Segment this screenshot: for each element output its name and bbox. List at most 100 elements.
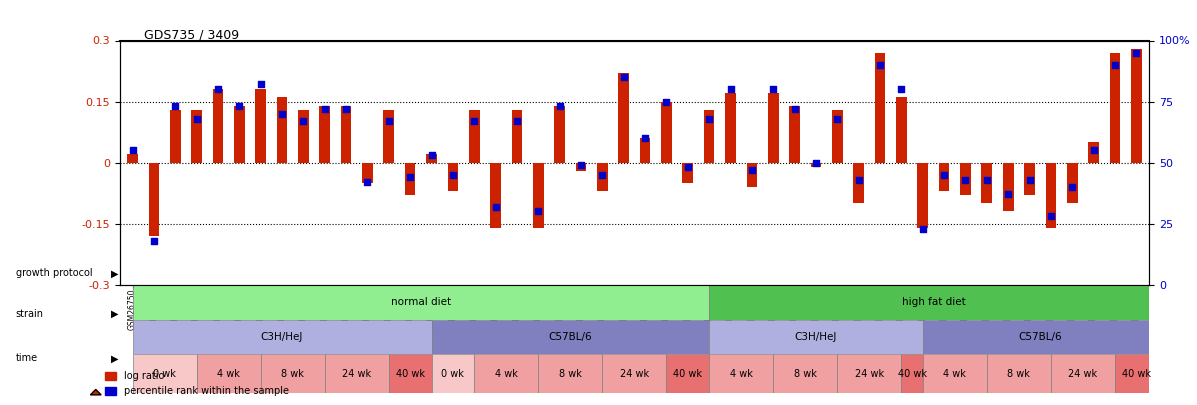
Text: C3H/HeJ: C3H/HeJ: [795, 332, 837, 342]
Bar: [196, 354, 261, 393]
Bar: [619, 73, 630, 162]
Text: 40 wk: 40 wk: [898, 369, 926, 379]
Bar: [897, 98, 906, 162]
Point: [123, 147, 142, 153]
Text: 24 wk: 24 wk: [855, 369, 883, 379]
Point: [913, 225, 932, 232]
Bar: [1110, 53, 1120, 162]
Bar: [725, 94, 736, 162]
Text: 24 wk: 24 wk: [1069, 369, 1098, 379]
Bar: [389, 354, 431, 393]
Text: 8 wk: 8 wk: [559, 369, 582, 379]
Bar: [341, 106, 352, 162]
Bar: [277, 98, 287, 162]
Point: [273, 111, 292, 117]
Point: [977, 177, 996, 183]
Bar: [298, 110, 309, 162]
Point: [1020, 177, 1039, 183]
Bar: [768, 94, 778, 162]
Point: [699, 115, 718, 122]
Point: [358, 179, 377, 185]
Bar: [431, 320, 709, 354]
Bar: [709, 285, 1157, 320]
Bar: [469, 110, 480, 162]
Text: 4 wk: 4 wk: [217, 369, 241, 379]
Bar: [127, 154, 138, 162]
Point: [486, 203, 505, 210]
Bar: [233, 106, 244, 162]
Point: [1126, 49, 1146, 56]
Bar: [938, 162, 949, 191]
Point: [230, 103, 249, 110]
Point: [636, 135, 655, 141]
Bar: [261, 354, 324, 393]
Point: [593, 172, 612, 178]
Bar: [986, 354, 1051, 393]
Bar: [320, 106, 330, 162]
Bar: [213, 90, 224, 162]
Text: 40 wk: 40 wk: [673, 369, 703, 379]
Point: [165, 103, 184, 110]
Bar: [1025, 162, 1035, 195]
Text: 8 wk: 8 wk: [794, 369, 816, 379]
Text: ▶: ▶: [111, 309, 119, 319]
Bar: [491, 162, 500, 228]
Bar: [853, 162, 864, 203]
Bar: [192, 110, 202, 162]
Point: [614, 74, 633, 80]
Bar: [511, 110, 522, 162]
Bar: [533, 162, 543, 228]
Bar: [602, 354, 667, 393]
Bar: [597, 162, 608, 191]
Bar: [682, 162, 693, 183]
Legend: log ratio, percentile rank within the sample: log ratio, percentile rank within the sa…: [101, 367, 293, 400]
Point: [807, 159, 826, 166]
Bar: [426, 154, 437, 162]
Text: strain: strain: [16, 309, 43, 319]
Bar: [383, 110, 394, 162]
Point: [956, 177, 976, 183]
Text: growth protocol: growth protocol: [16, 269, 92, 278]
Bar: [661, 102, 672, 162]
Bar: [1114, 354, 1157, 393]
Point: [679, 164, 698, 171]
Bar: [667, 354, 709, 393]
Bar: [960, 162, 971, 195]
Point: [315, 106, 334, 112]
Bar: [709, 354, 773, 393]
Text: normal diet: normal diet: [390, 297, 451, 307]
Point: [657, 98, 676, 105]
Bar: [133, 354, 196, 393]
Bar: [405, 162, 415, 195]
Bar: [875, 53, 886, 162]
Bar: [923, 320, 1157, 354]
Bar: [474, 354, 539, 393]
Bar: [170, 110, 181, 162]
Bar: [324, 354, 389, 393]
Point: [764, 86, 783, 93]
Point: [849, 177, 868, 183]
Point: [251, 81, 271, 88]
Text: 0 wk: 0 wk: [442, 369, 464, 379]
Text: GDS735 / 3409: GDS735 / 3409: [144, 28, 238, 41]
Bar: [1003, 162, 1014, 211]
Text: time: time: [16, 354, 37, 363]
Bar: [709, 320, 923, 354]
Bar: [554, 106, 565, 162]
Bar: [1088, 142, 1099, 162]
Bar: [539, 354, 602, 393]
Point: [870, 62, 889, 68]
Point: [1041, 213, 1061, 220]
Point: [742, 167, 761, 173]
Point: [443, 172, 462, 178]
Bar: [448, 162, 458, 191]
Bar: [747, 162, 758, 187]
Bar: [1067, 162, 1077, 203]
Point: [401, 174, 420, 181]
Point: [785, 106, 804, 112]
Bar: [917, 162, 928, 228]
Bar: [923, 354, 986, 393]
Bar: [255, 90, 266, 162]
Text: 4 wk: 4 wk: [943, 369, 966, 379]
Point: [571, 162, 590, 168]
